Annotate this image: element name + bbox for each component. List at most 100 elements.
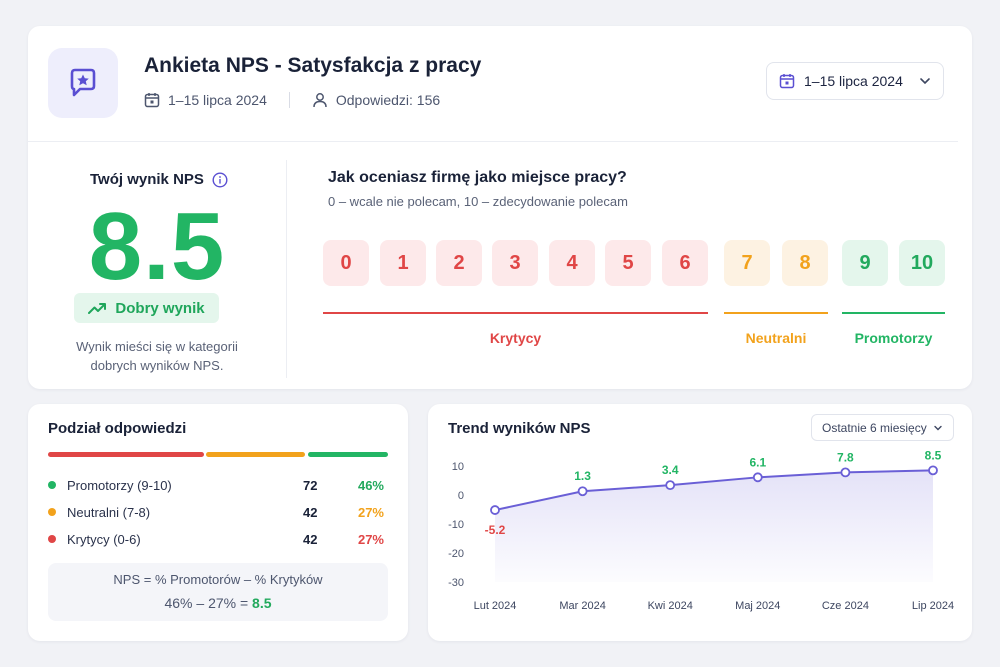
scale-option-5[interactable]: 5 [605, 240, 651, 286]
survey-logo [48, 48, 118, 118]
row-label: Neutralni (7-8) [67, 504, 151, 520]
scale-option-3[interactable]: 3 [492, 240, 538, 286]
trend-title: Trend wyników NPS [448, 420, 591, 437]
x-tick-label: Cze 2024 [822, 600, 869, 612]
scale-option-6[interactable]: 6 [662, 240, 708, 286]
question-title: Jak oceniasz firmę jako miejsce pracy? [328, 169, 627, 186]
data-point [665, 480, 676, 491]
row-count: 72 [303, 477, 318, 493]
row-percent: 27% [357, 504, 384, 520]
nps-formula: NPS = % Promotorów – % Krytyków [113, 572, 323, 587]
score-description-line: Wynik mieści się w kategorii [76, 339, 238, 354]
y-tick-label: -30 [448, 577, 464, 589]
data-label: 7.8 [837, 450, 854, 464]
survey-date-range: 1–15 lipca 2024 [168, 92, 267, 108]
passives-label: Neutralni [745, 330, 807, 346]
user-icon [313, 93, 327, 108]
row-label: Promotorzy (9-10) [67, 477, 172, 493]
formula-calc-text: 46% – 27% = [164, 595, 249, 611]
data-label: 1.3 [574, 469, 591, 483]
promoters-label: Promotorzy [854, 330, 933, 346]
row-count: 42 [303, 531, 318, 547]
nps-formula-box: NPS = % Promotorów – % Krytyków 46% – 27… [48, 563, 388, 621]
survey-summary-card: Ankieta NPS - Satysfakcja z pracy 1–15 l… [28, 26, 972, 389]
scale-option-7[interactable]: 7 [724, 240, 770, 286]
x-tick-label: Lut 2024 [474, 600, 517, 612]
row-label: Krytycy (0-6) [67, 531, 141, 547]
x-tick-label: Mar 2024 [559, 600, 605, 612]
detractors-bracket [323, 312, 708, 314]
scale-option-0[interactable]: 0 [323, 240, 369, 286]
scale-option-9[interactable]: 9 [842, 240, 888, 286]
nps-formula-calc: 46% – 27% = 8.5 [48, 595, 388, 611]
score-description: Wynik mieści się w kategorii dobrych wyn… [48, 337, 266, 375]
passives-bracket [724, 312, 828, 314]
nps-score-label-text: Twój wynik NPS [90, 171, 204, 188]
chat-star-icon [70, 68, 96, 97]
section-divider [286, 160, 287, 378]
score-description-line: dobrych wyników NPS. [90, 358, 224, 373]
y-tick-label: 0 [458, 490, 464, 502]
scale-option-4[interactable]: 4 [549, 240, 595, 286]
period-select[interactable]: Ostatnie 6 miesięcy [811, 414, 954, 441]
trend-up-icon [88, 303, 107, 314]
chevron-down-icon [920, 78, 930, 85]
survey-meta: 1–15 lipca 2024 Odpowiedzi: 156 [144, 92, 440, 108]
nps-score-value: 8.5 [88, 193, 226, 300]
promoters-bracket [842, 312, 945, 314]
row-percent: 27% [357, 531, 384, 547]
response-distribution-card: Podział odpowiedzi Promotorzy (9-10) 72 … [28, 404, 408, 641]
scale-option-10[interactable]: 10 [899, 240, 945, 286]
status-dot [48, 481, 56, 489]
row-percent: 46% [357, 477, 384, 493]
y-tick-label: -10 [448, 519, 464, 531]
x-tick-label: Lip 2024 [912, 600, 954, 612]
x-tick-label: Maj 2024 [735, 600, 780, 612]
response-count: Odpowiedzi: 156 [335, 92, 441, 108]
period-select-value: Ostatnie 6 miesięcy [822, 420, 927, 435]
distribution-row-passives: Neutralni (7-8) 42 27% [48, 502, 388, 522]
scale-option-8[interactable]: 8 [782, 240, 828, 286]
trend-line [494, 469, 934, 512]
distribution-row-promoters: Promotorzy (9-10) 72 46% [48, 475, 388, 495]
scale-option-2[interactable]: 2 [436, 240, 482, 286]
promoters-share-bar [308, 452, 388, 457]
date-range-value: 1–15 lipca 2024 [804, 73, 903, 89]
data-point [752, 472, 763, 483]
page-title: Ankieta NPS - Satysfakcja z pracy [144, 54, 482, 77]
status-dot [48, 535, 56, 543]
data-point [840, 467, 851, 478]
trend-area [495, 470, 933, 582]
detractors-share-bar [48, 452, 204, 457]
nps-score-label: Twój wynik NPS [90, 171, 228, 188]
row-count: 42 [303, 504, 318, 520]
y-tick-label: 10 [452, 461, 464, 473]
header-divider [28, 141, 958, 142]
data-label: 3.4 [662, 463, 679, 477]
scale-option-1[interactable]: 1 [380, 240, 426, 286]
info-icon[interactable] [212, 171, 228, 188]
distribution-row-detractors: Krytycy (0-6) 42 27% [48, 529, 388, 549]
x-tick-label: Kwi 2024 [648, 600, 693, 612]
detractors-label: Krytycy [489, 330, 542, 346]
meta-divider [288, 92, 290, 108]
score-badge-text: Dobry wynik [115, 299, 205, 317]
data-point [577, 486, 588, 497]
passives-share-bar [206, 452, 305, 457]
distribution-title: Podział odpowiedzi [48, 420, 187, 437]
data-label: 6.1 [749, 455, 766, 469]
data-point [490, 505, 500, 515]
data-point [928, 465, 938, 476]
question-subtitle: 0 – wcale nie polecam, 10 – zdecydowanie… [328, 194, 628, 209]
y-tick-label: -20 [448, 548, 464, 560]
nps-trend-card: Trend wyników NPS Ostatnie 6 miesięcy 10… [428, 404, 972, 641]
data-label: 8.5 [925, 448, 942, 462]
score-badge: Dobry wynik [74, 293, 219, 323]
formula-result: 8.5 [252, 595, 272, 611]
chevron-down-icon [934, 425, 942, 430]
data-label: -5.2 [485, 523, 506, 537]
calendar-icon [144, 93, 160, 108]
date-range-dropdown[interactable]: 1–15 lipca 2024 [766, 62, 944, 100]
nps-trend-chart: 10 0 -10 -20 -30 -5.2 1.3 3.4 6.1 7.8 8.5 Lut 2024 M… [448, 448, 954, 612]
status-dot [48, 508, 56, 516]
